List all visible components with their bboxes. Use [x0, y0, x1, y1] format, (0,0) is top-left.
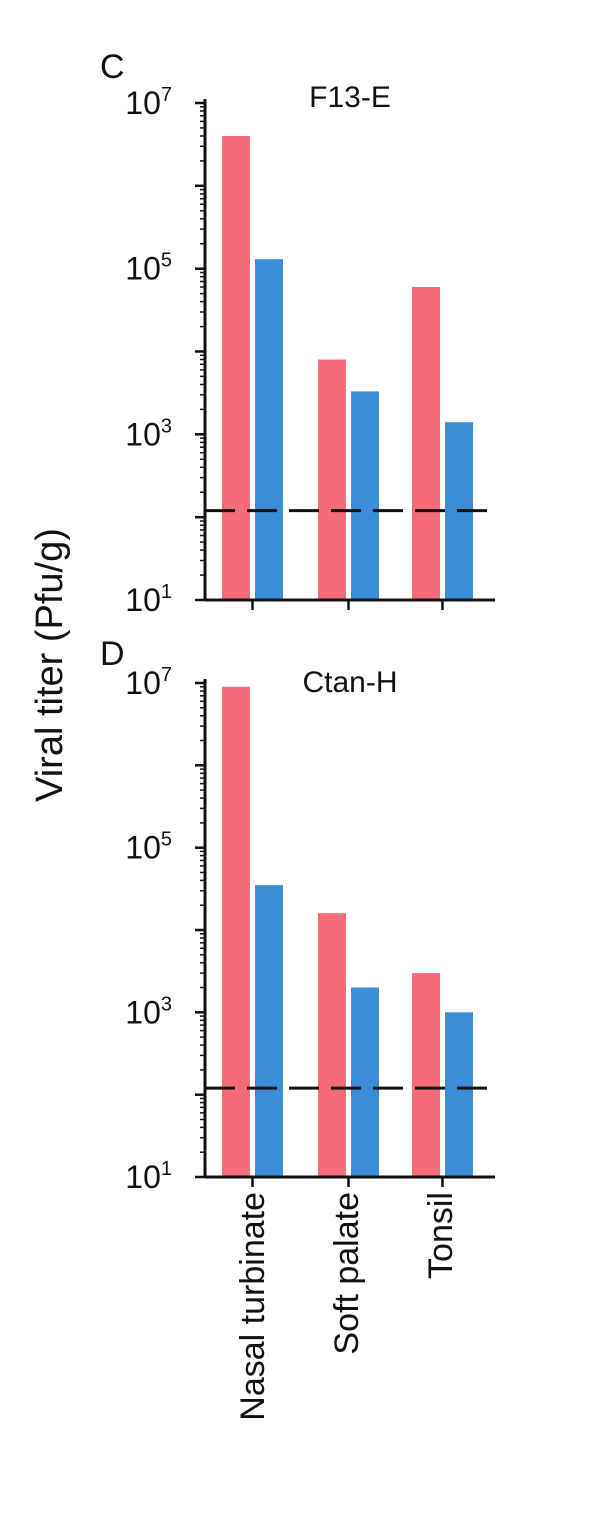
bar-red-soft-palate: [318, 913, 346, 1177]
y-tick-exponent: 1: [161, 1158, 172, 1180]
y-tick-label: 103: [125, 993, 172, 1030]
panel-letter: D: [100, 635, 125, 673]
y-tick-exponent: 5: [161, 829, 172, 851]
bar-blue-nasal-turbinate: [255, 259, 283, 600]
panel-title: F13-E: [309, 81, 391, 114]
y-tick-label: 103: [125, 415, 172, 452]
bar-blue-tonsil: [445, 1012, 473, 1177]
y-tick-exponent: 3: [161, 415, 172, 437]
bar-red-nasal-turbinate: [222, 136, 250, 600]
panel-letter: C: [100, 48, 125, 86]
y-tick-label: 105: [125, 250, 172, 287]
y-axis-label: Viral titer (Pfu/g): [29, 528, 71, 802]
panel-title: Ctan-H: [302, 666, 397, 699]
y-tick-exponent: 3: [161, 993, 172, 1015]
bar-blue-soft-palate: [351, 391, 379, 600]
chart-panel-c: C F13-E 101 103 105 107: [100, 48, 495, 618]
y-tick-label: 107: [125, 664, 172, 701]
x-category-label-soft-palate: Soft palate: [328, 1192, 366, 1355]
y-tick-exponent: 1: [161, 581, 172, 603]
x-category-label-tonsil: Tonsil: [422, 1192, 460, 1279]
bar-red-tonsil: [412, 287, 440, 600]
y-tick-label: 107: [125, 84, 172, 121]
bar-blue-soft-palate: [351, 987, 379, 1177]
bar-red-nasal-turbinate: [222, 686, 250, 1177]
bar-red-soft-palate: [318, 359, 346, 600]
y-tick-label: 101: [125, 1158, 172, 1195]
bar-red-tonsil: [412, 973, 440, 1177]
y-tick-label: 105: [125, 829, 172, 866]
bar-blue-nasal-turbinate: [255, 885, 283, 1177]
y-tick-label: 101: [125, 581, 172, 618]
x-category-label-nasal-turbinate: Nasal turbinate: [234, 1192, 272, 1421]
y-tick-exponent: 5: [161, 250, 172, 272]
y-tick-exponent: 7: [161, 664, 172, 686]
y-tick-exponent: 7: [161, 84, 172, 106]
chart-panel-d: D Ctan-H 101 103 105 107: [100, 635, 495, 1195]
